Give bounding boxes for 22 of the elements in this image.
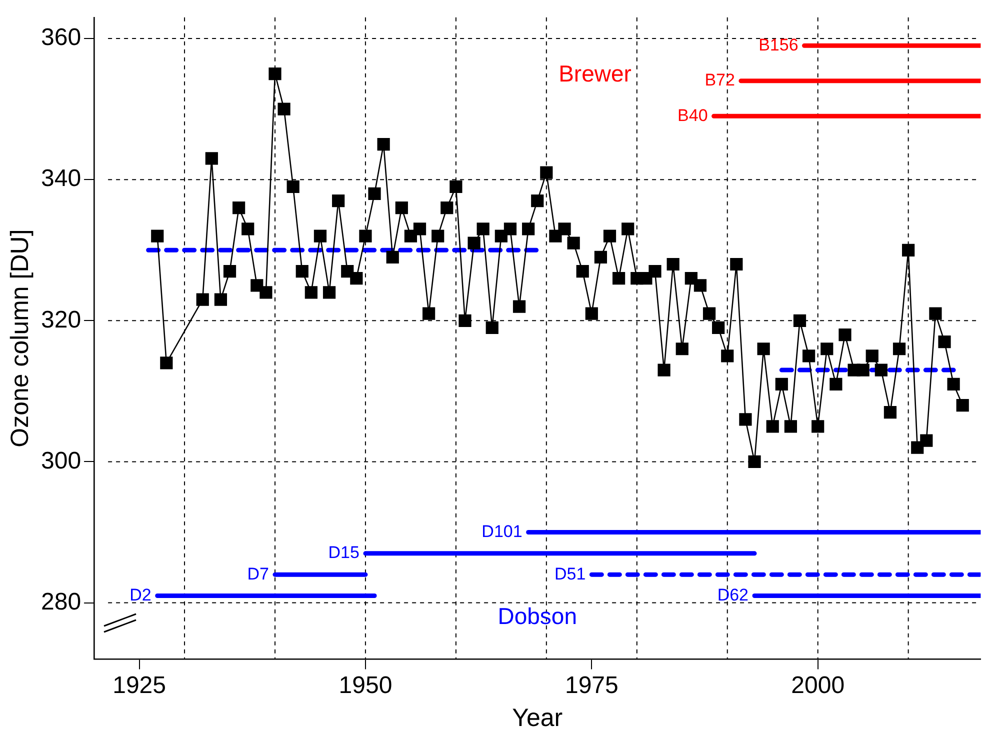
series-label: D51 <box>554 564 586 584</box>
series-label: D2 <box>130 585 152 604</box>
y-tick-label: 320 <box>40 306 82 334</box>
annotation: Brewer <box>558 60 632 87</box>
x-tick-label: 1950 <box>338 672 392 700</box>
x-tick-label: 1925 <box>112 672 166 700</box>
series-label: B72 <box>704 70 735 90</box>
series-label: B40 <box>678 106 708 125</box>
series-label: D101 <box>482 522 522 541</box>
series-label: D15 <box>328 543 360 562</box>
y-tick-label: 280 <box>40 588 82 616</box>
series-label: D7 <box>247 564 269 584</box>
x-axis-title: Year <box>512 704 563 732</box>
series-label: B156 <box>758 35 798 54</box>
y-tick-label: 340 <box>40 165 82 192</box>
y-tick-label: 360 <box>40 24 82 52</box>
annotation: Dobson <box>498 602 578 629</box>
series-label: D62 <box>717 585 749 604</box>
y-tick-label: 300 <box>40 447 82 474</box>
x-tick-label: 2000 <box>791 672 845 700</box>
y-axis-title: Ozone column [DU] <box>6 229 34 448</box>
x-tick-label: 1975 <box>564 672 618 700</box>
